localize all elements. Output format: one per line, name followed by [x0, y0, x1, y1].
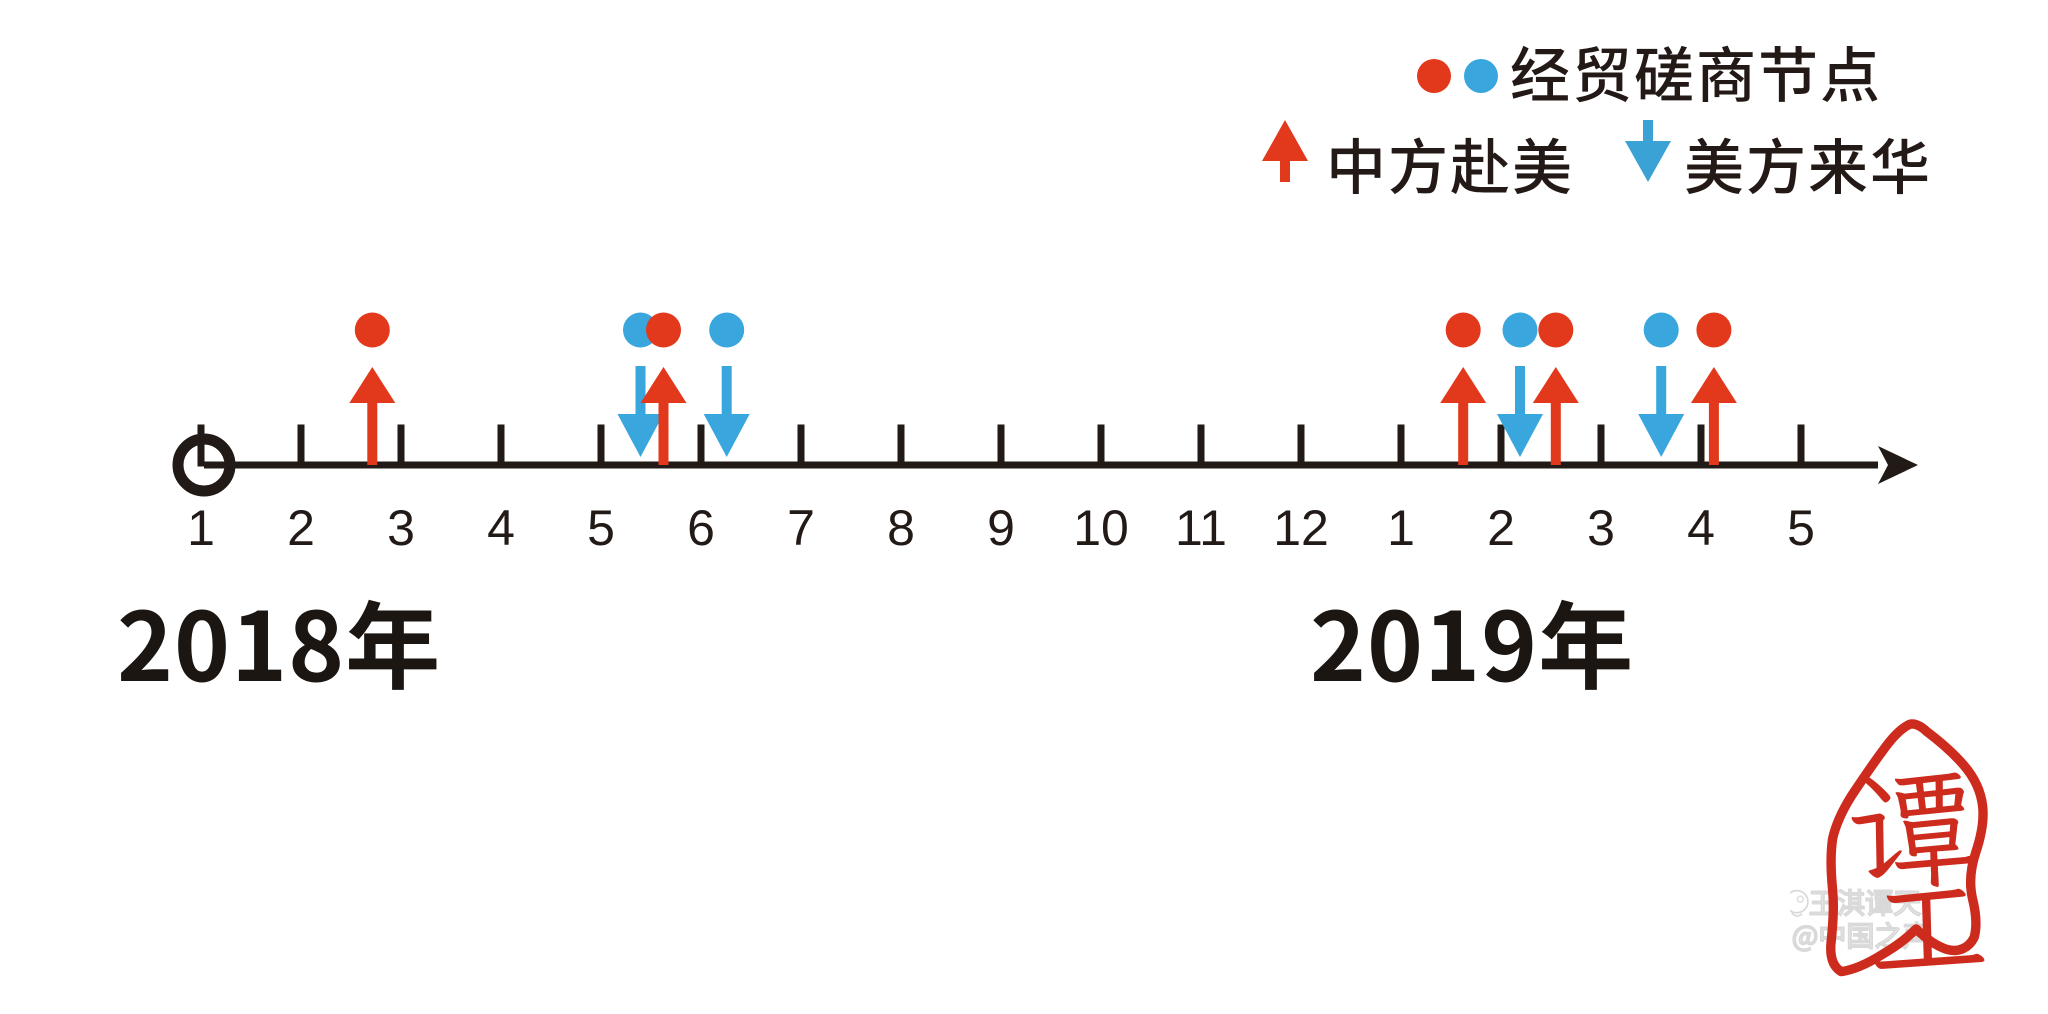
svg-text:1: 1	[1387, 500, 1415, 556]
svg-text:2: 2	[287, 500, 315, 556]
svg-text:11: 11	[1175, 500, 1227, 556]
svg-text:10: 10	[1073, 500, 1129, 556]
svg-text:4: 4	[487, 500, 515, 556]
svg-text:3: 3	[1587, 500, 1615, 556]
svg-text:2: 2	[1487, 500, 1515, 556]
svg-text:12: 12	[1273, 500, 1329, 556]
svg-text:4: 4	[1687, 500, 1715, 556]
svg-text:6: 6	[687, 500, 715, 556]
svg-text:5: 5	[1787, 500, 1815, 556]
svg-text:5: 5	[587, 500, 615, 556]
svg-text:9: 9	[987, 500, 1015, 556]
svg-text:8: 8	[887, 500, 915, 556]
svg-text:7: 7	[787, 500, 815, 556]
svg-text:1: 1	[187, 500, 215, 556]
svg-text:3: 3	[387, 500, 415, 556]
svg-text:工: 工	[1865, 845, 1990, 984]
